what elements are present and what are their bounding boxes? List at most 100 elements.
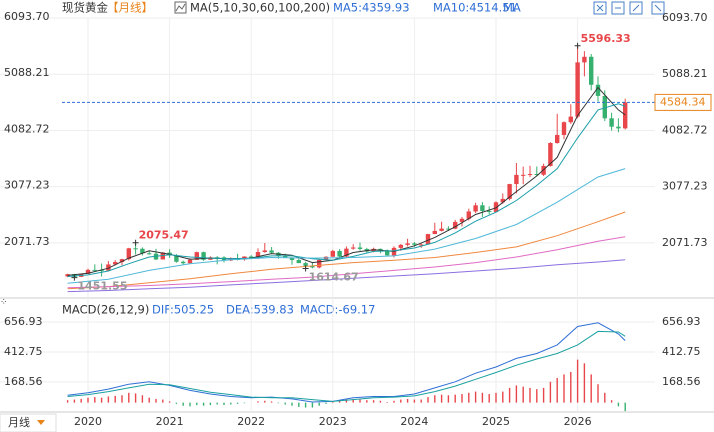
tool-button[interactable] [629, 1, 643, 15]
candle-body [174, 255, 179, 262]
y-tick-label-right: 5088.21 [662, 67, 708, 80]
candle-body [344, 248, 349, 257]
candle-body [187, 259, 193, 264]
candle-body [575, 62, 580, 117]
candle-body [269, 250, 274, 253]
candle-body [303, 263, 308, 266]
candle-body [412, 243, 417, 245]
candle-body [623, 102, 628, 129]
tool-button[interactable] [611, 1, 625, 15]
candle-body [113, 262, 118, 265]
indicator-label: MA(5,10,30,60,100,200) [190, 1, 330, 15]
candle-body [493, 202, 499, 212]
indicator-icon-line [175, 3, 186, 12]
candle-body [398, 244, 403, 248]
candle-body [521, 174, 526, 176]
candle-body [147, 253, 152, 255]
candle-body [500, 198, 505, 203]
ma-line [67, 86, 626, 276]
candle-body [201, 252, 206, 260]
macd-label: DEA:539.83 [226, 303, 294, 317]
period-menu-label[interactable]: 月线 [8, 415, 30, 429]
y-tick-label-right: 656.93 [662, 315, 701, 328]
candle-body [439, 228, 444, 231]
tool-icons [596, 4, 662, 12]
candle-body [555, 134, 560, 144]
tool-button[interactable] [651, 1, 665, 15]
ma-line [67, 211, 626, 290]
candle-body [126, 248, 131, 260]
ma-line [67, 236, 626, 289]
x-tick-label: 2025 [482, 415, 510, 428]
ma-line [67, 168, 626, 284]
x-tick-label: 2022 [237, 415, 265, 428]
chart-title: 现货黄金 [62, 1, 108, 15]
x-tick-label: 2024 [400, 415, 428, 428]
candle-body [310, 265, 315, 268]
candle-body [140, 248, 145, 254]
candle-body [561, 122, 567, 135]
y-tick-label-right: 168.56 [662, 375, 701, 388]
macd-label: MACD:-69.17 [300, 303, 375, 317]
y-tick-label-right: 6093.70 [662, 11, 708, 24]
candle-body [432, 230, 437, 235]
indicator-icon[interactable] [174, 1, 187, 14]
candle-body [181, 261, 186, 264]
tool-button[interactable] [593, 1, 607, 15]
candle-body [283, 256, 288, 258]
candle-body [262, 250, 267, 252]
y-tick-label-right: 2071.73 [662, 236, 708, 249]
candle-body [602, 95, 607, 119]
candle-body [330, 250, 335, 257]
period-label[interactable]: 【月线】 [107, 1, 153, 15]
x-tick-label: 2020 [74, 415, 102, 428]
candle-body [405, 243, 410, 245]
annotation-label: 1614.67 [309, 270, 359, 283]
candle-body [385, 250, 390, 256]
candle-body [317, 259, 322, 268]
y-tick-label: 6093.70 [4, 10, 50, 23]
period-menu[interactable] [0, 413, 57, 432]
y-tick-label-right: 3077.23 [662, 180, 708, 193]
ma-line [67, 103, 626, 277]
annotation-label: 5596.33 [581, 32, 631, 45]
y-tick-label-right: 412.75 [662, 345, 701, 358]
candle-body [589, 56, 594, 85]
candle-body [534, 174, 539, 176]
y-tick-label-right: 4082.72 [662, 123, 708, 136]
macd-label: DIF:505.25 [152, 303, 214, 317]
legend-entry: MA5:4359.93 [333, 1, 410, 15]
legend-entry: MA10:4514.51 [433, 1, 517, 15]
candle-body [514, 174, 519, 185]
y-tick-label: 3077.23 [4, 179, 50, 192]
candle-body [249, 256, 254, 259]
annotation-label: 1451.55 [77, 280, 127, 293]
candle-body [106, 264, 111, 271]
candle-body [568, 116, 573, 123]
legend-entry: MA [503, 1, 521, 15]
candle-body [160, 252, 165, 260]
y-tick-label: 656.93 [4, 315, 43, 328]
candle-body [289, 257, 295, 260]
candle-body [255, 251, 261, 259]
candle-body [453, 221, 458, 229]
ma-line [67, 259, 626, 293]
current-price-box [654, 93, 712, 111]
candle-body [296, 259, 301, 264]
candle-body [609, 118, 614, 127]
candle-body [548, 143, 553, 166]
candle-body [473, 205, 478, 212]
toolbar [593, 1, 665, 15]
y-tick-label: 4082.72 [4, 122, 50, 135]
candle-body [507, 184, 512, 199]
y-tick-label: 2071.73 [4, 235, 50, 248]
candle-body [446, 228, 451, 230]
annotation-marker [132, 239, 139, 246]
x-tick-label: 2026 [564, 415, 592, 428]
candle-body [133, 248, 138, 250]
candle-body [527, 174, 533, 176]
candle-body [194, 252, 199, 260]
candle-body [487, 210, 492, 212]
